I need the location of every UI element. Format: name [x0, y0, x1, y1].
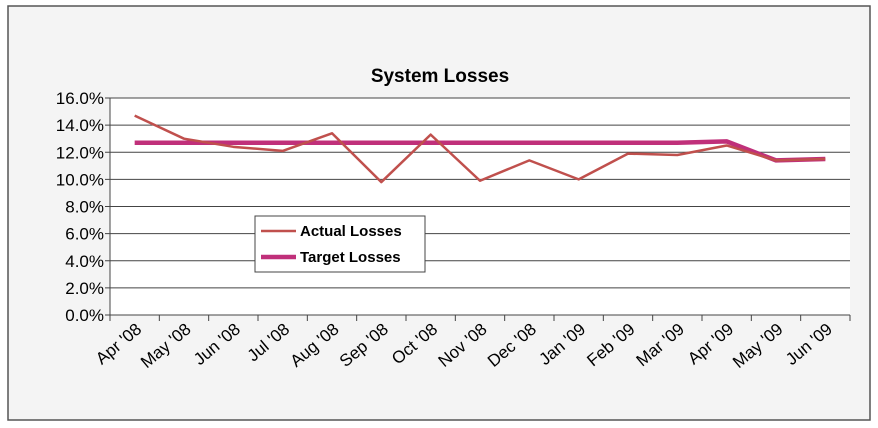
- y-tick-label: 12.0%: [56, 143, 104, 162]
- y-tick-label: 0.0%: [65, 306, 104, 325]
- series-line: [134, 114, 826, 184]
- y-tick-label: 10.0%: [56, 170, 104, 189]
- y-tick-label: 2.0%: [65, 279, 104, 298]
- y-tick-label: 8.0%: [65, 198, 104, 217]
- y-tick-label: 4.0%: [65, 252, 104, 271]
- y-tick-label: 16.0%: [56, 89, 104, 108]
- y-tick-label: 14.0%: [56, 116, 104, 135]
- chart-title: System Losses: [371, 66, 509, 87]
- legend-box: [254, 215, 426, 273]
- legend-label: Target Losses: [300, 249, 401, 266]
- y-tick-label: 6.0%: [65, 225, 104, 244]
- legend-label: Actual Losses: [300, 223, 402, 240]
- series-line: [134, 139, 826, 163]
